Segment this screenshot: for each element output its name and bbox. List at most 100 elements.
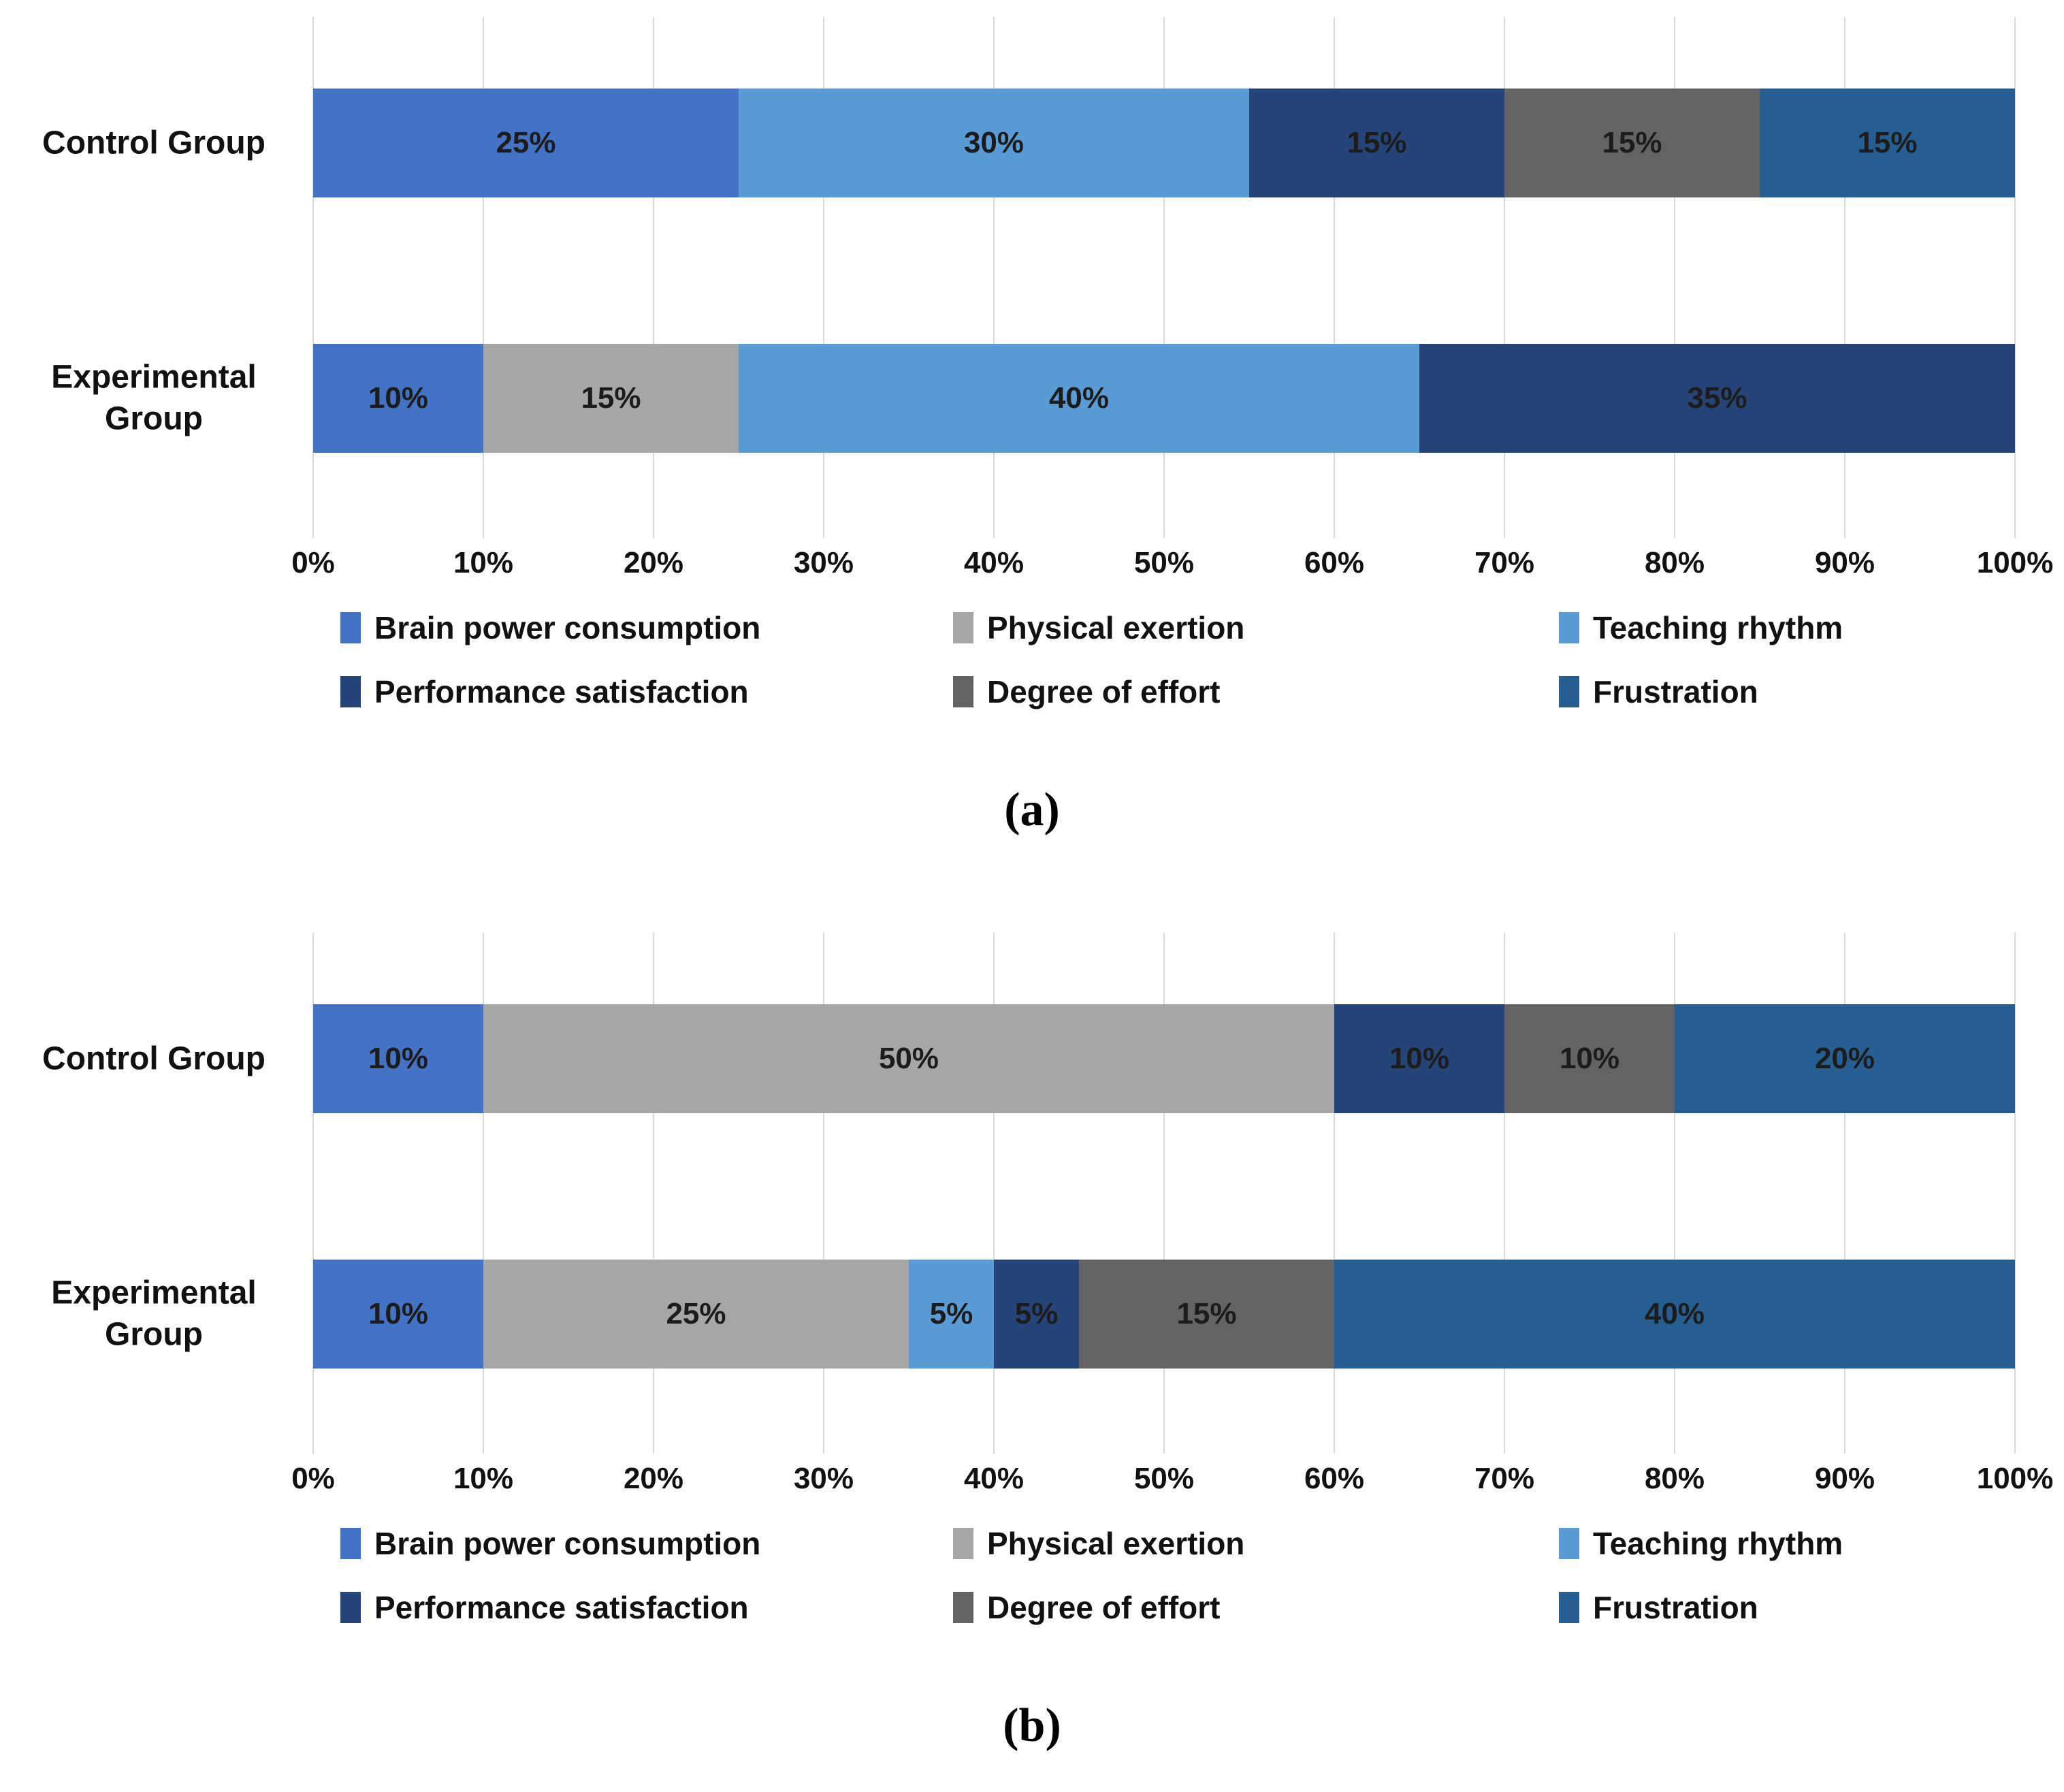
segment-performance-satisfaction: 35% — [1419, 344, 2015, 453]
legend-label: Teaching rhythm — [1593, 610, 1843, 645]
chart-a-caption: (a) — [1004, 784, 1060, 836]
x-tick-label: 30% — [793, 546, 854, 579]
segment-physical-exertion: 15% — [483, 344, 739, 453]
gridline — [1504, 933, 1505, 1454]
segment-brain-power-consumption: 10% — [313, 1004, 483, 1113]
x-tick-label: 10% — [453, 546, 514, 579]
data-label: 50% — [878, 1042, 939, 1075]
gridline — [1844, 933, 1845, 1454]
legend-item-frustration: Frustration — [1559, 673, 1758, 710]
segment-brain-power-consumption: 10% — [313, 1260, 483, 1369]
data-label: 15% — [1347, 126, 1407, 159]
legend-label: Teaching rhythm — [1593, 1526, 1843, 1561]
x-tick-label: 100% — [1976, 1462, 2054, 1495]
legend-label: Performance satisfaction — [374, 674, 749, 709]
gridline — [1674, 933, 1675, 1454]
chart-b-x-axis: 0% 10% 20% 30% 40% 50% 60% 70% 80% 90% 100% — [291, 1462, 2053, 1505]
legend-swatch-icon — [1559, 1592, 1579, 1623]
data-label: 25% — [496, 126, 556, 159]
x-tick-label: 50% — [1133, 546, 1195, 579]
legend-swatch-icon — [953, 612, 973, 643]
x-tick-label: 100% — [1976, 546, 2054, 579]
chart-a-x-axis: 0% 10% 20% 30% 40% 50% 60% 70% 80% 90% 100% — [291, 546, 2053, 590]
gridline — [653, 17, 654, 538]
legend-item-degree-of-effort: Degree of effort — [953, 1589, 1220, 1626]
bar-experimental-group: 10% 15% 40% 35% — [313, 344, 2015, 453]
chart-b-caption: (b) — [1003, 1699, 1061, 1752]
gridline — [312, 17, 314, 538]
x-tick-label: 10% — [453, 1462, 514, 1495]
segment-frustration: 20% — [1675, 1004, 2015, 1113]
legend-swatch-icon — [340, 676, 361, 707]
bar-control-group: 25% 30% 15% 15% 15% — [313, 89, 2015, 197]
data-label: 10% — [1559, 1042, 1620, 1075]
gridline — [1504, 17, 1505, 538]
legend-label: Brain power consumption — [374, 610, 761, 645]
chart-a-plot-area: 25% 30% 15% 15% 15% 10% 15% 40% 35% — [312, 17, 2016, 538]
category-label-experimental-group: Experimental Group — [51, 359, 257, 437]
legend-label: Frustration — [1593, 1590, 1758, 1625]
x-tick-label: 0% — [291, 546, 335, 579]
legend-swatch-icon — [1559, 1528, 1579, 1559]
legend-label: Brain power consumption — [374, 1526, 761, 1561]
segment-frustration: 40% — [1334, 1260, 2015, 1369]
legend-item-brain-power-consumption: Brain power consumption — [340, 609, 760, 646]
legend-item-teaching-rhythm: Teaching rhythm — [1559, 609, 1843, 646]
data-label: 5% — [1014, 1297, 1059, 1330]
gridline — [1163, 933, 1165, 1454]
segment-performance-satisfaction: 15% — [1249, 89, 1504, 197]
x-tick-label: 70% — [1474, 1462, 1535, 1495]
gridline — [483, 17, 484, 538]
data-label: 30% — [963, 126, 1025, 159]
legend-label: Performance satisfaction — [374, 1590, 749, 1625]
legend-item-brain-power-consumption: Brain power consumption — [340, 1525, 760, 1562]
segment-brain-power-consumption: 25% — [313, 89, 739, 197]
legend-swatch-icon — [340, 612, 361, 643]
legend-swatch-icon — [953, 1592, 973, 1623]
data-label: 10% — [368, 1297, 429, 1330]
x-tick-label: 0% — [291, 1462, 335, 1495]
data-label: 10% — [368, 1042, 429, 1075]
x-tick-label: 70% — [1474, 546, 1535, 579]
x-tick-label: 60% — [1304, 546, 1365, 579]
data-label: 10% — [1389, 1042, 1450, 1075]
segment-teaching-rhythm: 40% — [739, 344, 1419, 453]
x-tick-label: 90% — [1814, 1462, 1875, 1495]
gridline — [2014, 17, 2016, 538]
data-label: 10% — [368, 381, 429, 415]
x-tick-label: 40% — [963, 1462, 1025, 1495]
gridline — [483, 933, 484, 1454]
chart-b-stacked-bar: 10% 50% 10% 10% 20% 10% 25% 5% 5% 15% 40% 0% 10% 20%… — [0, 916, 2064, 1792]
chart-b-legend: Brain power consumption Physical exertion… — [0, 1525, 2064, 1668]
category-label-experimental-group: Experimental Group — [51, 1275, 257, 1353]
legend-swatch-icon — [953, 676, 973, 707]
x-tick-label: 80% — [1644, 546, 1705, 579]
gridline — [993, 17, 995, 538]
legend-swatch-icon — [953, 1528, 973, 1559]
legend-label: Physical exertion — [987, 610, 1245, 645]
x-tick-label: 60% — [1304, 1462, 1365, 1495]
category-label-control-group: Control Group — [42, 125, 265, 161]
bar-control-group: 10% 50% 10% 10% 20% — [313, 1004, 2015, 1113]
legend-item-physical-exertion: Physical exertion — [953, 609, 1244, 646]
segment-performance-satisfaction: 5% — [994, 1260, 1079, 1369]
data-label: 35% — [1687, 381, 1747, 415]
data-label: 25% — [666, 1297, 726, 1330]
legend-label: Frustration — [1593, 674, 1758, 709]
data-label: 20% — [1814, 1042, 1875, 1075]
legend-item-performance-satisfaction: Performance satisfaction — [340, 673, 749, 710]
segment-frustration: 15% — [1760, 89, 2015, 197]
legend-swatch-icon — [1559, 612, 1579, 643]
segment-brain-power-consumption: 10% — [313, 344, 483, 453]
gridline — [993, 933, 995, 1454]
x-tick-label: 20% — [623, 546, 684, 579]
segment-degree-of-effort: 10% — [1504, 1004, 1675, 1113]
chart-b-plot-area: 10% 50% 10% 10% 20% 10% 25% 5% 5% 15% 40% — [312, 933, 2016, 1454]
legend-swatch-icon — [340, 1528, 361, 1559]
data-label: 15% — [581, 381, 641, 415]
legend-label: Degree of effort — [987, 674, 1221, 709]
gridline — [1163, 17, 1165, 538]
segment-teaching-rhythm: 30% — [739, 89, 1249, 197]
gridline — [653, 933, 654, 1454]
